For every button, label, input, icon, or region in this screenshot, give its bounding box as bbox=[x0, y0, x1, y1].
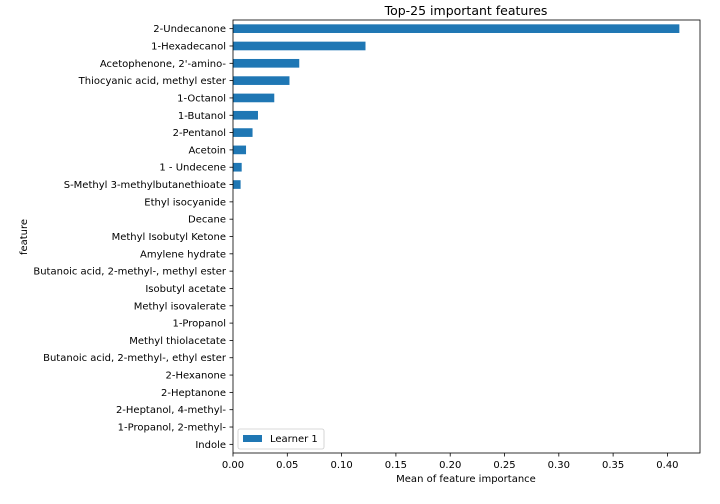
bar bbox=[233, 93, 275, 103]
x-tick-label: 0.30 bbox=[548, 460, 570, 471]
bar bbox=[233, 41, 366, 51]
y-tick-label: Butanoic acid, 2-methyl-, ethyl ester bbox=[43, 353, 227, 364]
legend-label: Learner 1 bbox=[270, 434, 318, 445]
y-tick-label: Isobutyl acetate bbox=[145, 284, 226, 295]
y-tick-label: Thiocyanic acid, methyl ester bbox=[78, 76, 227, 87]
x-tick-label: 0.40 bbox=[656, 460, 678, 471]
y-tick-label: Amylene hydrate bbox=[140, 249, 226, 260]
y-tick-label: 1 - Undecene bbox=[159, 163, 226, 174]
bar bbox=[233, 145, 247, 155]
x-tick-label: 0.15 bbox=[385, 460, 407, 471]
bar bbox=[233, 110, 258, 120]
y-tick-label: 1-Propanol bbox=[172, 319, 226, 330]
x-tick-label: 0.10 bbox=[330, 460, 352, 471]
legend-box bbox=[237, 428, 325, 450]
y-tick-label: 2-Undecanone bbox=[153, 24, 226, 35]
chart-title: Top-25 important features bbox=[384, 3, 548, 18]
y-tick-label: Ethyl isocyanide bbox=[144, 197, 226, 208]
bar bbox=[233, 76, 290, 85]
y-tick-label: 1-Butanol bbox=[178, 111, 226, 122]
y-axis: 2-Undecanone 1-Hexadecanol Acetophenone, 2… bbox=[33, 24, 233, 451]
bar bbox=[233, 162, 242, 172]
plot-frame bbox=[232, 19, 701, 454]
y-tick-label: 2-Heptanol, 4-methyl- bbox=[116, 405, 226, 416]
x-tick-label: 0.05 bbox=[276, 460, 298, 471]
y-tick-label: Butanoic acid, 2-methyl-, methyl ester bbox=[33, 267, 227, 278]
y-tick-label: S-Methyl 3-methylbutanethioate bbox=[64, 180, 226, 191]
legend: Learner 1 bbox=[237, 428, 325, 450]
bars-group bbox=[233, 24, 680, 189]
y-tick-label: 2-Hexanone bbox=[166, 371, 226, 382]
bar bbox=[233, 180, 241, 189]
legend-swatch bbox=[243, 435, 262, 442]
y-axis-label: feature bbox=[19, 219, 30, 255]
bar bbox=[233, 128, 253, 137]
y-tick-label: 2-Heptanone bbox=[161, 388, 226, 399]
x-tick-label: 0.20 bbox=[439, 460, 461, 471]
y-tick-label: Indole bbox=[195, 440, 226, 451]
y-tick-label: 1-Propanol, 2-methyl- bbox=[118, 423, 227, 434]
y-tick-label: 1-Hexadecanol bbox=[151, 41, 226, 52]
x-tick-label: 0.00 bbox=[222, 460, 244, 471]
bar bbox=[233, 58, 300, 68]
x-tick-label: 0.35 bbox=[602, 460, 624, 471]
x-axis: 0.00 0.05 0.10 0.15 0.20 0.25 0.30 0.35 0.40 bbox=[222, 453, 679, 471]
bar bbox=[233, 24, 680, 33]
x-tick-label: 0.25 bbox=[493, 460, 515, 471]
y-tick-label: Acetophenone, 2'-amino- bbox=[100, 59, 227, 70]
x-axis-label: Mean of feature importance bbox=[396, 474, 536, 485]
y-tick-label: 1-Octanol bbox=[177, 93, 226, 104]
y-tick-label: Decane bbox=[188, 215, 226, 226]
y-tick-label: Acetoin bbox=[189, 145, 226, 156]
y-tick-label: Methyl isovalerate bbox=[134, 301, 226, 312]
y-tick-label: Methyl Isobutyl Ketone bbox=[112, 232, 226, 243]
y-tick-label: 2-Pentanol bbox=[173, 128, 226, 139]
y-tick-label: Methyl thiolacetate bbox=[129, 336, 226, 347]
